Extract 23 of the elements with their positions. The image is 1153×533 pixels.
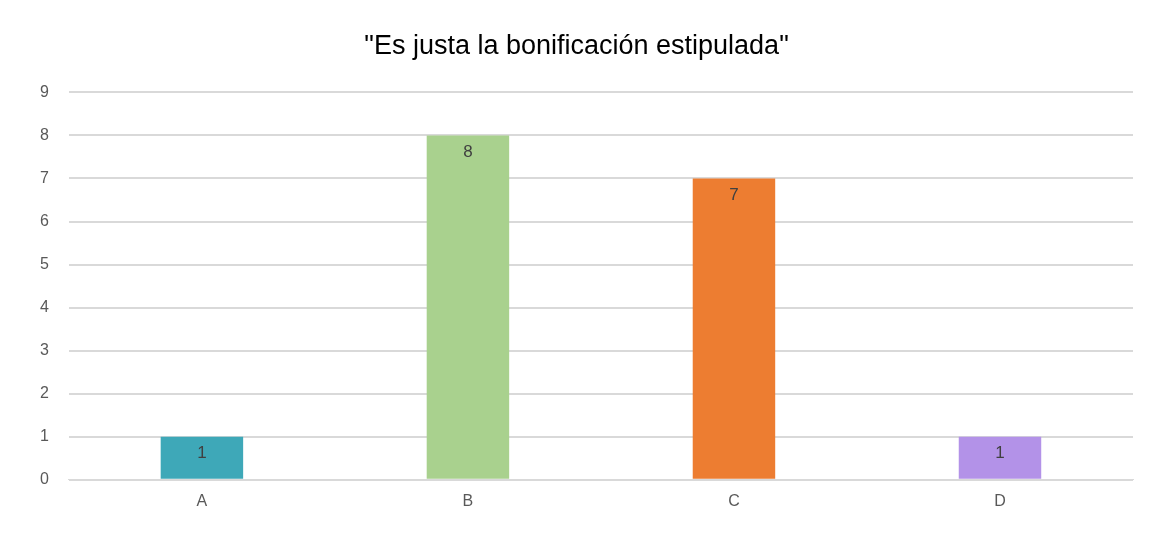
data-label: 7 [729, 184, 739, 204]
y-tick-label: 2 [39, 384, 49, 402]
x-tick-label: D [994, 491, 1006, 509]
data-label: 1 [197, 442, 207, 462]
bar [160, 436, 244, 479]
bar [692, 178, 776, 479]
y-tick-label: 7 [39, 168, 49, 186]
x-tick-label: C [728, 491, 740, 509]
y-tick-label: 3 [39, 341, 49, 359]
y-tick-label: 4 [39, 298, 49, 316]
y-tick-label: 0 [39, 470, 49, 488]
x-tick-label: B [462, 491, 474, 509]
data-label: 8 [463, 141, 473, 161]
x-tick-label: A [196, 491, 208, 509]
y-tick-label: 1 [39, 427, 49, 445]
y-tick-label: 6 [39, 211, 49, 229]
bar [426, 135, 510, 479]
chart-title: "Es justa la bonificación estipulada" [364, 29, 789, 60]
y-tick-label: 9 [39, 82, 49, 100]
bar [958, 436, 1042, 479]
y-tick-label: 5 [39, 254, 49, 272]
y-tick-label: 8 [39, 125, 49, 143]
data-label: 1 [995, 442, 1005, 462]
